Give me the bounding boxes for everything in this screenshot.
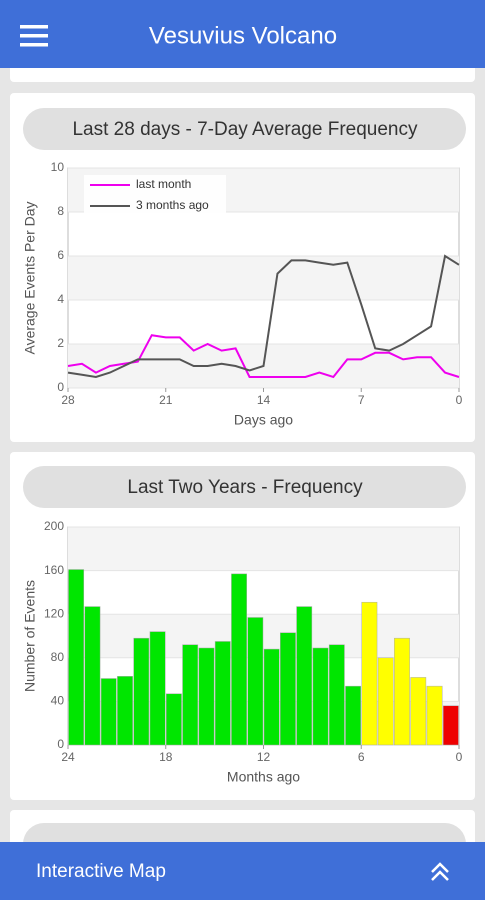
bar: [377, 657, 394, 746]
bar: [231, 573, 247, 746]
card-title-pill: [23, 108, 466, 150]
y-tick-label: 80: [51, 650, 65, 664]
x-tick-label: 6: [358, 750, 365, 764]
bar: [214, 641, 231, 746]
y-tick-label: 120: [44, 606, 64, 620]
grid-band: [68, 256, 459, 300]
x-tick-label: 18: [159, 750, 173, 764]
y-tick-label: 200: [44, 519, 64, 533]
bar: [182, 644, 199, 746]
y-axis-label: Average Events Per Day: [22, 201, 38, 354]
bar: [247, 617, 264, 746]
expand-icon[interactable]: [431, 862, 449, 881]
bar: [84, 606, 101, 746]
footer-label[interactable]: Interactive Map: [36, 861, 166, 882]
card-title-pill: [23, 466, 466, 508]
x-axis-label: Months ago: [227, 769, 300, 785]
bar: [198, 647, 215, 746]
y-tick-label: 0: [57, 380, 64, 394]
bar: [442, 705, 459, 746]
bar: [426, 685, 443, 746]
x-tick-label: 7: [358, 393, 365, 407]
grid-band: [68, 701, 459, 745]
line-series: [67, 254, 460, 379]
bar: [361, 601, 378, 746]
grid-band: [68, 527, 459, 571]
chart-title: Last 28 days - 7-Day Average Frequency: [72, 119, 418, 140]
bottom-bar[interactable]: [0, 842, 485, 900]
app-title: Vesuvius Volcano: [149, 22, 337, 49]
bar: [312, 647, 329, 746]
bar: [166, 693, 182, 746]
x-axis-label: Days ago: [234, 412, 293, 428]
menu-icon[interactable]: [20, 25, 48, 47]
y-tick-label: 10: [51, 160, 65, 174]
app-bar: [0, 0, 485, 68]
x-tick-label: 24: [61, 750, 75, 764]
x-tick-label: 12: [257, 750, 271, 764]
bar: [68, 569, 85, 746]
x-tick-label: 14: [257, 393, 271, 407]
legend-label: last month: [136, 177, 191, 191]
bar: [100, 678, 117, 746]
x-tick-label: 21: [159, 393, 173, 407]
y-tick-label: 2: [57, 336, 64, 350]
y-tick-label: 0: [57, 737, 64, 751]
y-tick-label: 40: [51, 694, 65, 708]
legend-label: 3 months ago: [136, 198, 209, 212]
bar: [133, 637, 150, 746]
x-tick-label: 28: [61, 393, 75, 407]
bar: [345, 685, 362, 746]
bar: [410, 677, 427, 746]
bar: [394, 637, 410, 746]
bar: [149, 631, 166, 746]
y-tick-label: 6: [57, 248, 64, 262]
legend-box: [84, 175, 226, 219]
grid-band: [68, 614, 459, 658]
bar: [263, 648, 280, 746]
bar: [296, 606, 313, 746]
chart-title: Last Two Years - Frequency: [127, 477, 363, 498]
x-tick-label: 0: [456, 393, 463, 407]
y-tick-label: 4: [57, 292, 64, 306]
y-tick-label: 8: [57, 204, 64, 218]
bar: [328, 644, 345, 746]
bar: [117, 676, 133, 746]
y-tick-label: 160: [44, 563, 64, 577]
bar: [280, 632, 296, 746]
y-axis-label: Number of Events: [22, 580, 38, 692]
x-tick-label: 0: [456, 750, 463, 764]
